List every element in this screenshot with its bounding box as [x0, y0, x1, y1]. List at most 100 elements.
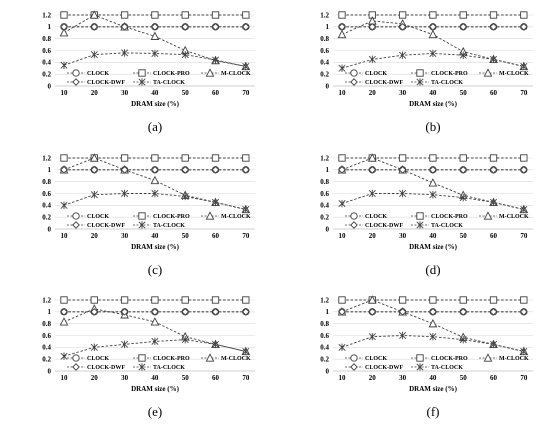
point-clock-dwf: [398, 22, 407, 31]
legend-item: CLOCK: [67, 354, 109, 362]
panel-caption: (a): [148, 119, 162, 134]
point-ta-clock: [399, 51, 407, 59]
point-clock-pro: [242, 154, 250, 162]
point-ta-clock: [90, 190, 98, 199]
point-clock-pro: [398, 296, 407, 304]
y-tick-label: 0.6: [320, 190, 329, 198]
marker-square: [416, 354, 424, 362]
point-ta-clock: [368, 55, 376, 64]
point-ta-clock: [520, 347, 528, 356]
point-ta-clock: [242, 205, 250, 214]
legend-item: CLOCK-DWF: [345, 221, 403, 229]
point-clock-dwf: [459, 22, 468, 31]
point-clock-dwf: [489, 307, 498, 316]
point-ta-clock: [399, 331, 407, 340]
point-clock-pro: [151, 11, 159, 19]
marker-square: [416, 212, 424, 220]
point-ta-clock: [181, 50, 189, 59]
point-clock-dwf: [151, 165, 159, 174]
x-tick-label: 10: [61, 232, 69, 240]
point-ta-clock: [459, 335, 467, 344]
x-tick-label: 70: [242, 374, 250, 382]
point-ta-clock: [489, 198, 498, 207]
point-clock-dwf: [211, 307, 220, 316]
marker-diamond: [72, 78, 80, 86]
point-ta-clock: [242, 347, 250, 356]
point-m-clock: [428, 178, 438, 187]
legend: CLOCK CLOCK-PRO M-CLOCK CLOCK-DWF TA-CLOCK: [67, 211, 251, 229]
y-tick-label: 1.2: [320, 296, 329, 304]
legend-item: M-CLOCK: [201, 211, 251, 220]
x-tick-label: 50: [182, 374, 190, 382]
legend-item: CLOCK-DWF: [67, 363, 125, 371]
legend-item: M-CLOCK: [479, 68, 529, 77]
point-m-clock: [367, 295, 377, 304]
point-ta-clock: [368, 332, 376, 341]
point-m-clock: [428, 29, 438, 39]
legend-label: CLOCK: [365, 356, 387, 362]
marker-asterisk: [138, 363, 146, 371]
marker-circle: [350, 354, 358, 362]
legend-label: CLOCK-PRO: [153, 356, 190, 362]
point-clock-pro: [181, 296, 189, 304]
y-tick-label: 0.2: [320, 356, 329, 364]
x-tick-label: 60: [490, 89, 498, 97]
point-clock-dwf: [90, 307, 99, 316]
x-tick-label: 20: [91, 374, 99, 382]
y-tick-label: 1: [48, 166, 52, 174]
x-tick-label: 30: [121, 89, 129, 97]
point-clock-dwf: [429, 22, 437, 31]
y-tick-label: 0: [48, 82, 52, 90]
legend-label: CLOCK-DWF: [365, 80, 403, 86]
x-tick-label: 30: [399, 89, 407, 97]
legend-item: CLOCK: [67, 212, 109, 220]
y-tick-label: 1: [48, 23, 52, 31]
x-tick-label: 70: [520, 232, 528, 240]
point-clock-pro: [338, 296, 346, 304]
y-tick-label: 1.2: [42, 11, 51, 19]
point-clock-pro: [429, 296, 437, 304]
point-m-clock: [89, 10, 99, 19]
y-tick-label: 1: [326, 308, 330, 316]
y-tick-label: 1.2: [42, 154, 51, 162]
y-tick-label: 0.4: [320, 344, 329, 352]
legend-label: CLOCK-DWF: [87, 223, 125, 229]
marker-triangle: [483, 353, 493, 362]
point-clock-pro: [242, 296, 250, 304]
point-clock-pro: [398, 11, 407, 19]
panel-caption: (f): [427, 404, 440, 419]
legend-label: CLOCK-PRO: [153, 71, 190, 77]
legend-label: M-CLOCK: [221, 214, 251, 220]
x-tick-label: 70: [520, 89, 528, 97]
x-axis-title: DRAM size (%): [409, 243, 457, 251]
point-clock-pro: [181, 11, 189, 19]
point-clock-pro: [338, 11, 346, 19]
x-tick-label: 30: [399, 232, 407, 240]
x-tick-label: 40: [151, 232, 159, 240]
marker-triangle: [205, 353, 215, 362]
point-clock-dwf: [368, 165, 377, 174]
point-clock-dwf: [429, 165, 437, 174]
point-ta-clock: [151, 189, 159, 198]
point-clock-pro: [489, 296, 498, 304]
point-clock-pro: [489, 154, 498, 162]
y-tick-label: 0.2: [320, 71, 329, 79]
point-clock-dwf: [241, 22, 250, 31]
marker-asterisk: [416, 78, 424, 86]
y-tick-label: 0.2: [42, 356, 51, 364]
legend-label: M-CLOCK: [499, 71, 529, 77]
x-axis-title: DRAM size (%): [409, 385, 457, 393]
y-tick-label: 0.2: [42, 214, 51, 222]
point-clock-dwf: [459, 165, 468, 174]
x-tick-label: 20: [369, 374, 377, 382]
x-tick-label: 60: [212, 89, 220, 97]
legend-label: TA-CLOCK: [153, 80, 185, 86]
legend: CLOCK CLOCK-PRO M-CLOCK CLOCK-DWF TA-CLOCK: [345, 353, 529, 371]
y-tick-label: 1: [326, 166, 330, 174]
legend-label: CLOCK: [87, 71, 109, 77]
point-clock-dwf: [241, 165, 250, 174]
legend: CLOCK CLOCK-PRO M-CLOCK CLOCK-DWF TA-CLOCK: [345, 211, 529, 229]
legend: CLOCK CLOCK-PRO M-CLOCK CLOCK-DWF TA-CLOCK: [345, 68, 529, 86]
